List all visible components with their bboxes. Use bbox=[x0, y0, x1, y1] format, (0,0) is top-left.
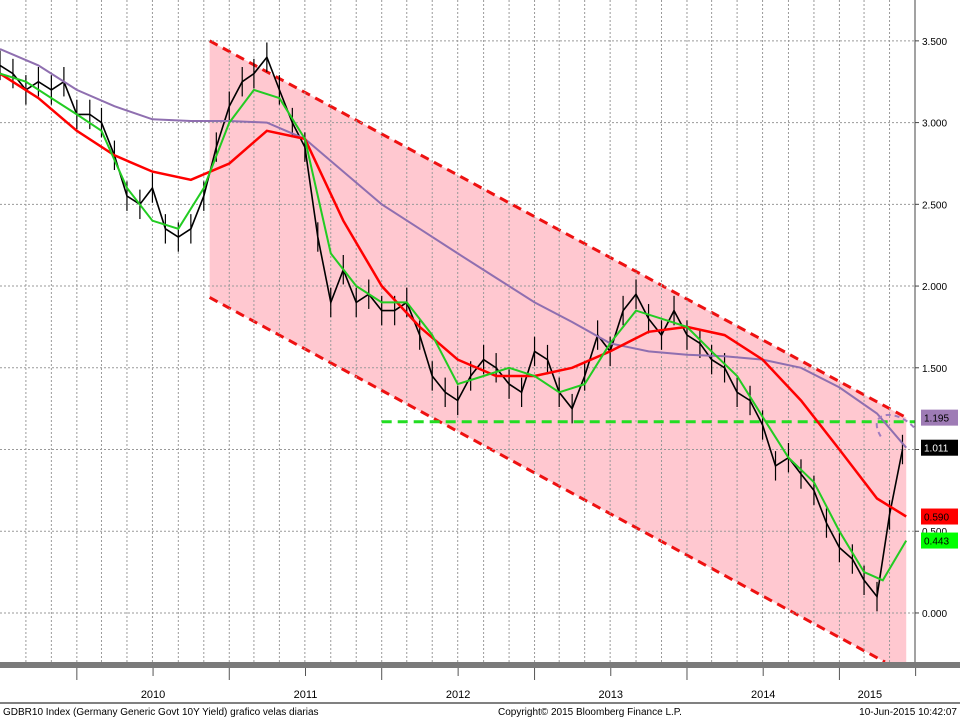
value-tag: 1.011 bbox=[921, 439, 958, 456]
value-tag-label: 1.011 bbox=[924, 444, 949, 455]
value-tag-box bbox=[921, 409, 958, 426]
channel-fill bbox=[209, 40, 907, 662]
x-axis-band bbox=[0, 662, 960, 668]
x-axis: 2010 2011 2012 2013 2014 2015 bbox=[0, 662, 960, 704]
value-tag-box bbox=[921, 439, 958, 456]
channel-upper-line bbox=[208, 39, 907, 419]
x-tick-label: 2015 bbox=[858, 689, 882, 701]
x-tick-label: 2013 bbox=[599, 689, 623, 701]
channel-lower-line bbox=[208, 296, 886, 664]
ma-green-line bbox=[0, 72, 908, 582]
series-group bbox=[0, 42, 908, 612]
footer-left: GDBR10 Index (Germany Generic Govt 10Y Y… bbox=[3, 707, 319, 718]
trend-channel bbox=[208, 39, 907, 664]
chart-footer: GDBR10 Index (Germany Generic Govt 10Y Y… bbox=[3, 707, 957, 718]
y-tick-label: 2.500 bbox=[922, 200, 947, 211]
value-tag-label: 0.443 bbox=[924, 537, 949, 548]
value-tag-box bbox=[921, 532, 958, 549]
value-tag-box bbox=[921, 508, 958, 525]
price-line bbox=[0, 55, 904, 599]
value-tag: 1.195 bbox=[921, 409, 958, 426]
y-tick-label: 1.500 bbox=[922, 364, 947, 375]
value-tag: 0.590 bbox=[921, 508, 958, 525]
y-tick-label: 3.500 bbox=[922, 37, 947, 48]
chart-grid bbox=[0, 0, 915, 662]
last-value-tags: 1.195 1.011 0.590 0.443 bbox=[921, 409, 958, 549]
y-tick-label: 2.000 bbox=[922, 282, 947, 293]
footer-center: Copyright© 2015 Bloomberg Finance L.P. bbox=[498, 707, 682, 718]
x-tick-label: 2014 bbox=[751, 689, 775, 701]
y-tick-label: 3.000 bbox=[922, 119, 947, 130]
value-tag-label: 1.195 bbox=[924, 414, 949, 425]
x-tick-label: 2012 bbox=[446, 689, 470, 701]
value-tag: 0.443 bbox=[921, 532, 958, 549]
x-axis-area bbox=[0, 668, 960, 702]
x-tick-label: 2010 bbox=[141, 689, 165, 701]
y-tick-label: 0.000 bbox=[922, 609, 947, 620]
footer-right: 10-Jun-2015 10:42:07 bbox=[859, 707, 957, 718]
ma-red-line bbox=[0, 72, 907, 518]
x-tick-label: 2011 bbox=[294, 689, 318, 701]
value-tag-label: 0.590 bbox=[924, 513, 949, 524]
